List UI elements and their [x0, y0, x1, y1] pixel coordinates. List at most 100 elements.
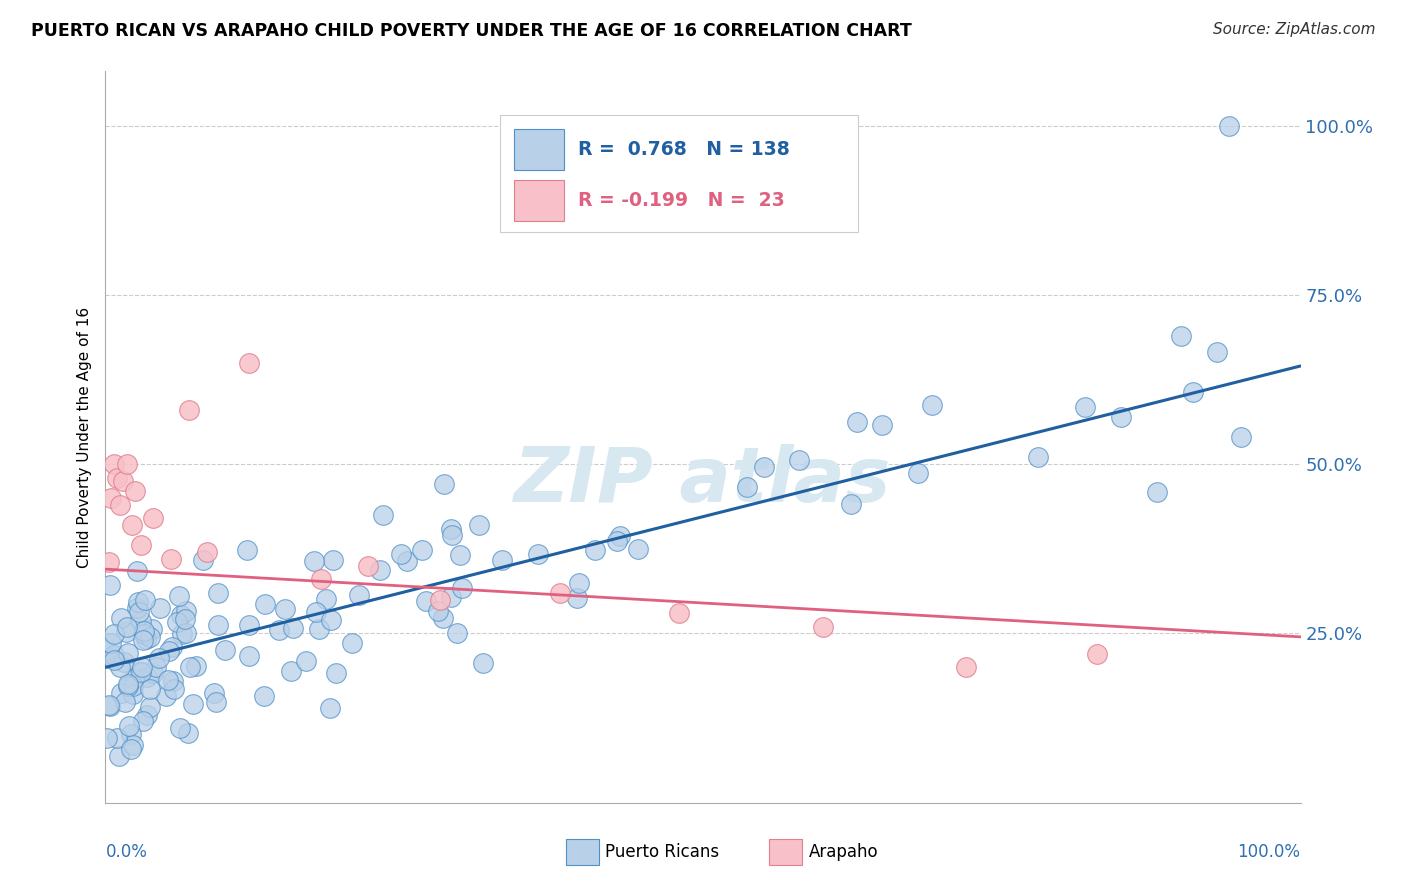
- Point: [170, 608, 193, 623]
- Point: [122, 672, 145, 686]
- Point: [160, 552, 183, 566]
- Point: [115, 457, 138, 471]
- Point: [131, 614, 153, 628]
- FancyBboxPatch shape: [769, 838, 803, 865]
- Point: [120, 742, 142, 756]
- Point: [142, 665, 165, 680]
- Point: [127, 564, 149, 578]
- Point: [132, 624, 155, 639]
- Point: [148, 651, 170, 665]
- Point: [121, 679, 143, 693]
- Point: [267, 623, 290, 637]
- Point: [432, 611, 454, 625]
- Point: [627, 542, 650, 557]
- Point: [174, 604, 197, 618]
- Point: [548, 586, 571, 600]
- Point: [103, 457, 125, 471]
- Point: [159, 643, 181, 657]
- Point: [468, 518, 491, 533]
- Point: [342, 636, 364, 650]
- Point: [118, 719, 141, 733]
- Point: [181, 698, 204, 712]
- Point: [236, 543, 259, 558]
- Point: [955, 660, 977, 674]
- Point: [129, 538, 153, 552]
- Point: [441, 528, 464, 542]
- Point: [568, 576, 591, 591]
- Point: [396, 554, 419, 568]
- Text: ZIP atlas: ZIP atlas: [515, 444, 891, 518]
- FancyBboxPatch shape: [501, 115, 858, 232]
- Point: [103, 652, 125, 666]
- Point: [253, 689, 276, 703]
- Point: [846, 415, 869, 429]
- Point: [149, 600, 172, 615]
- Point: [238, 618, 260, 632]
- Point: [1206, 345, 1229, 359]
- Point: [112, 655, 135, 669]
- Point: [411, 543, 433, 558]
- Text: 100.0%: 100.0%: [1237, 843, 1301, 861]
- Point: [127, 595, 149, 609]
- Point: [315, 591, 337, 606]
- Point: [121, 726, 143, 740]
- Point: [142, 511, 165, 525]
- Point: [1111, 410, 1133, 425]
- Point: [238, 355, 260, 369]
- Point: [134, 627, 156, 641]
- Point: [124, 484, 146, 499]
- Point: [169, 722, 191, 736]
- Point: [609, 529, 631, 543]
- Point: [357, 558, 380, 573]
- Point: [136, 708, 159, 723]
- Point: [735, 480, 758, 494]
- Point: [97, 698, 120, 713]
- Point: [112, 474, 135, 488]
- Point: [1074, 400, 1097, 414]
- Point: [138, 700, 160, 714]
- Point: [921, 398, 943, 412]
- Point: [204, 695, 226, 709]
- Point: [100, 636, 122, 650]
- Point: [129, 665, 152, 680]
- Point: [449, 549, 471, 563]
- FancyBboxPatch shape: [515, 129, 564, 170]
- Text: Puerto Ricans: Puerto Ricans: [605, 843, 718, 861]
- Text: R =  0.768   N = 138: R = 0.768 N = 138: [578, 140, 789, 159]
- Point: [132, 714, 155, 729]
- Point: [273, 601, 295, 615]
- Point: [283, 621, 305, 635]
- Point: [1146, 485, 1168, 500]
- Point: [567, 591, 589, 605]
- Point: [117, 646, 139, 660]
- Point: [839, 497, 862, 511]
- Point: [907, 467, 929, 481]
- Point: [754, 460, 776, 475]
- Point: [371, 508, 394, 522]
- Point: [128, 606, 150, 620]
- Point: [110, 611, 132, 625]
- Point: [309, 572, 332, 586]
- Text: Arapaho: Arapaho: [810, 843, 879, 861]
- Point: [451, 581, 474, 595]
- Point: [127, 600, 149, 615]
- Point: [179, 660, 201, 674]
- Point: [433, 477, 456, 491]
- Point: [139, 682, 162, 697]
- Text: 0.0%: 0.0%: [105, 843, 148, 861]
- Point: [134, 592, 156, 607]
- Point: [122, 687, 145, 701]
- FancyBboxPatch shape: [515, 180, 564, 221]
- Point: [446, 625, 468, 640]
- Point: [1170, 328, 1192, 343]
- Point: [110, 686, 132, 700]
- Point: [870, 418, 893, 433]
- Point: [308, 622, 330, 636]
- Point: [155, 690, 177, 704]
- Point: [238, 648, 260, 663]
- Point: [114, 625, 136, 640]
- FancyBboxPatch shape: [565, 838, 599, 865]
- Y-axis label: Child Poverty Under the Age of 16: Child Poverty Under the Age of 16: [77, 307, 93, 567]
- Point: [668, 606, 690, 620]
- Text: R = -0.199   N =  23: R = -0.199 N = 23: [578, 191, 785, 211]
